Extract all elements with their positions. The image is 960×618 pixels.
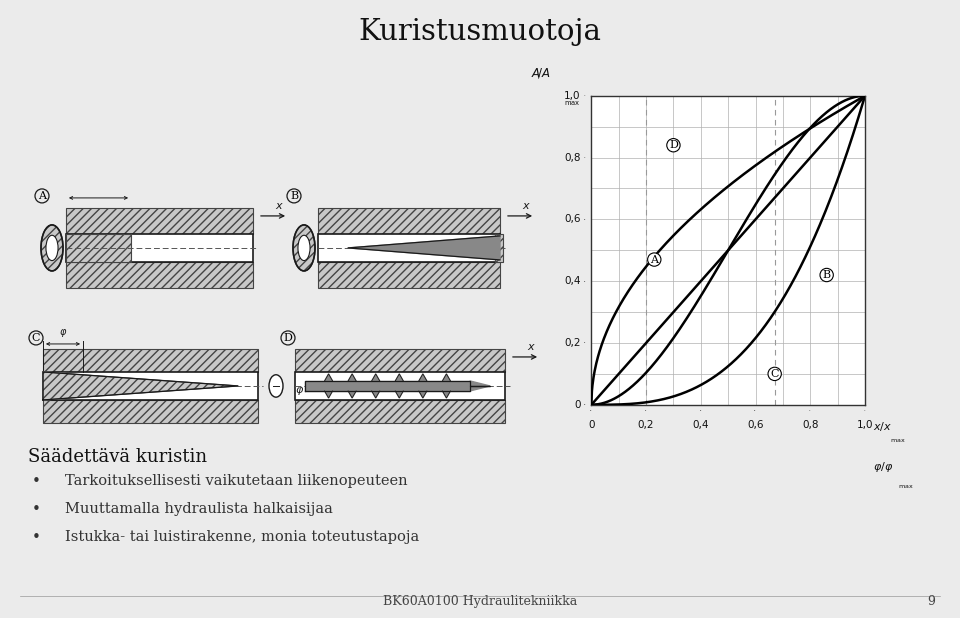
- Bar: [43, 349, 258, 372]
- Polygon shape: [372, 374, 380, 381]
- Text: C: C: [771, 369, 779, 379]
- Text: A: A: [650, 255, 659, 265]
- Ellipse shape: [293, 225, 315, 271]
- Text: C: C: [32, 333, 40, 343]
- Text: 0,8: 0,8: [564, 153, 581, 163]
- Bar: [495, 234, 503, 262]
- Polygon shape: [419, 391, 427, 398]
- Polygon shape: [348, 391, 356, 398]
- Text: B: B: [823, 270, 830, 280]
- Polygon shape: [372, 391, 380, 398]
- Text: 0: 0: [574, 400, 581, 410]
- Bar: [66, 262, 253, 288]
- Text: $A\!/A$: $A\!/A$: [531, 66, 551, 80]
- Text: $_{\sf max}$: $_{\sf max}$: [898, 482, 913, 491]
- Text: 1,0: 1,0: [564, 91, 581, 101]
- Polygon shape: [43, 372, 238, 400]
- Text: Muuttamalla hydraulista halkaisijaa: Muuttamalla hydraulista halkaisijaa: [65, 502, 333, 516]
- Text: 0,4: 0,4: [692, 420, 709, 430]
- Text: 0,2: 0,2: [637, 420, 655, 430]
- Text: 0,4: 0,4: [564, 276, 581, 286]
- Text: Säädettävä kuristin: Säädettävä kuristin: [28, 448, 207, 466]
- Bar: [295, 372, 505, 400]
- Text: 0: 0: [588, 420, 594, 430]
- Text: 0,6: 0,6: [564, 214, 581, 224]
- Text: x: x: [527, 342, 534, 352]
- Polygon shape: [43, 372, 238, 400]
- Polygon shape: [419, 374, 427, 381]
- Text: Kuristusmuotoja: Kuristusmuotoja: [358, 19, 602, 46]
- Text: •: •: [32, 530, 40, 545]
- Bar: [318, 234, 500, 262]
- Polygon shape: [470, 381, 490, 391]
- Polygon shape: [324, 374, 332, 381]
- Text: $_{\sf max}$: $_{\sf max}$: [564, 98, 581, 108]
- Bar: [318, 262, 500, 288]
- Text: 0,6: 0,6: [747, 420, 764, 430]
- Ellipse shape: [41, 225, 63, 271]
- Ellipse shape: [298, 235, 310, 261]
- Bar: [66, 234, 253, 262]
- Text: D: D: [283, 333, 293, 343]
- Bar: [318, 208, 500, 234]
- Bar: [295, 349, 505, 372]
- Polygon shape: [305, 381, 470, 391]
- Text: $\varphi/\varphi$: $\varphi/\varphi$: [874, 460, 894, 475]
- Text: 9: 9: [927, 595, 935, 608]
- Bar: [43, 400, 258, 423]
- Polygon shape: [443, 374, 450, 381]
- Text: •: •: [32, 502, 40, 517]
- Text: $_{\sf max}$: $_{\sf max}$: [890, 436, 905, 445]
- Ellipse shape: [46, 235, 58, 261]
- Text: 1,0: 1,0: [856, 420, 874, 430]
- Polygon shape: [348, 374, 356, 381]
- Bar: [43, 372, 258, 400]
- Text: B: B: [290, 191, 298, 201]
- Text: Tarkoituksellisesti vaikutetaan liikenopeuteen: Tarkoituksellisesti vaikutetaan liikenop…: [65, 474, 408, 488]
- Text: Istukka- tai luistirakenne, monia toteutustapoja: Istukka- tai luistirakenne, monia toteut…: [65, 530, 420, 544]
- Text: •: •: [32, 474, 40, 489]
- Bar: [66, 208, 253, 234]
- Bar: [66, 234, 131, 262]
- Polygon shape: [396, 391, 403, 398]
- Text: 0,8: 0,8: [802, 420, 819, 430]
- Text: D: D: [669, 140, 678, 150]
- Polygon shape: [396, 374, 403, 381]
- Bar: [295, 400, 505, 423]
- Text: 0,2: 0,2: [564, 338, 581, 348]
- Polygon shape: [324, 391, 332, 398]
- Text: φ: φ: [295, 385, 302, 395]
- Text: $x/x$: $x/x$: [874, 420, 893, 433]
- Polygon shape: [348, 236, 500, 260]
- Text: BK60A0100 Hydraulitekniikka: BK60A0100 Hydraulitekniikka: [383, 595, 577, 608]
- Polygon shape: [443, 391, 450, 398]
- Text: x: x: [275, 201, 281, 211]
- Ellipse shape: [269, 375, 283, 397]
- Text: φ: φ: [60, 327, 66, 337]
- Text: x: x: [522, 201, 529, 211]
- Text: A: A: [38, 191, 46, 201]
